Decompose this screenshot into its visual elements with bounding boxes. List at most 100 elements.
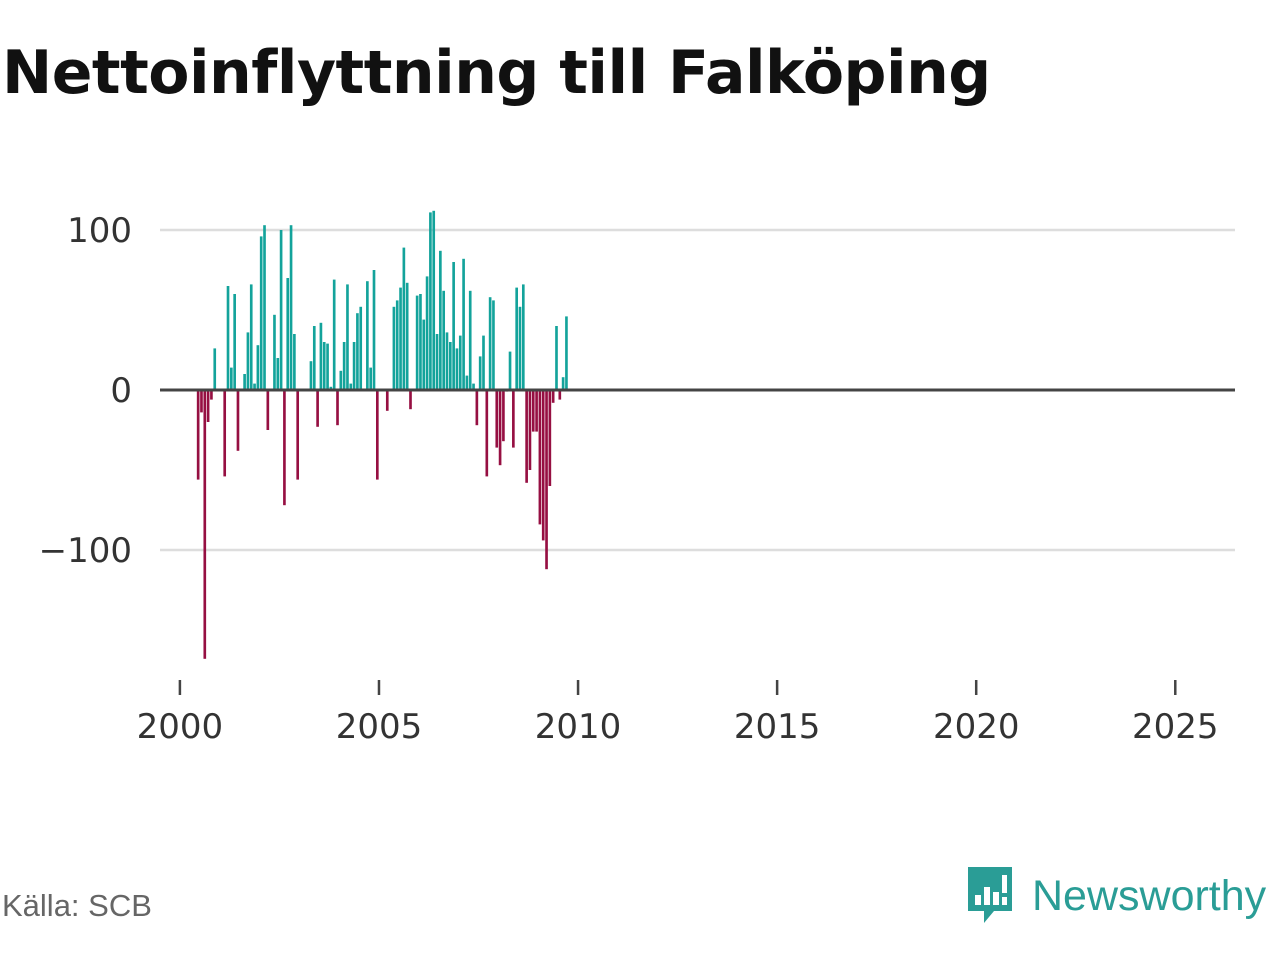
bar [478, 356, 482, 390]
bar [512, 390, 515, 448]
bar [276, 358, 280, 390]
bar [309, 361, 313, 390]
bar [518, 306, 522, 390]
axes: 100 0 −100 2000 2005 2010 2015 2020 2025 [39, 211, 1235, 747]
x-tick-label: 2005 [336, 707, 423, 747]
bar [256, 345, 260, 390]
bar [392, 306, 396, 390]
y-tick-label: 100 [67, 211, 132, 251]
bar [296, 390, 300, 480]
bar [409, 390, 412, 410]
bar [369, 367, 373, 390]
bar [279, 230, 283, 390]
bar [342, 342, 346, 390]
bar [432, 210, 436, 390]
bar [452, 262, 455, 390]
bar [442, 290, 446, 390]
x-tick-label: 2000 [137, 707, 224, 747]
bar [485, 390, 489, 477]
bar [233, 294, 236, 390]
bar [312, 326, 316, 390]
bar [236, 390, 240, 451]
bar [273, 314, 276, 390]
bar [259, 236, 263, 390]
bar [332, 279, 336, 390]
x-tick-label: 2010 [535, 707, 622, 747]
bar [555, 326, 558, 390]
bar [200, 390, 203, 413]
bar [515, 287, 519, 390]
bar [213, 348, 217, 390]
brand[interactable]: Newsworthy [964, 864, 1266, 928]
bar [415, 295, 419, 390]
bar [405, 282, 409, 390]
bar [465, 375, 469, 390]
bar [535, 390, 538, 432]
bar [521, 284, 525, 390]
bar [545, 390, 548, 570]
bar [359, 306, 363, 390]
bar [249, 284, 253, 390]
bar [492, 300, 495, 390]
bar [263, 225, 266, 390]
bar [243, 374, 246, 390]
bar [541, 390, 545, 541]
bar [226, 286, 230, 390]
bar [402, 247, 406, 390]
bar [319, 322, 323, 390]
bar [293, 334, 296, 390]
bar [462, 258, 465, 390]
bar [322, 342, 326, 390]
bar [528, 390, 532, 470]
source-note: Källa: SCB [2, 888, 152, 923]
bar [448, 342, 452, 390]
bar [286, 278, 290, 390]
bar [289, 225, 293, 390]
bar [196, 390, 200, 480]
bar [419, 294, 422, 390]
bar [482, 335, 485, 390]
bar [551, 390, 555, 403]
bar [210, 390, 213, 400]
bar [565, 316, 568, 390]
bar [339, 370, 343, 390]
bar [439, 250, 442, 390]
bar [253, 383, 256, 390]
bar [548, 390, 552, 486]
bar [223, 390, 227, 477]
bar [366, 281, 369, 390]
bar [475, 390, 479, 426]
bar [395, 300, 399, 390]
bar [349, 383, 353, 390]
y-tick-label: 0 [110, 371, 132, 411]
bar [246, 332, 250, 390]
bar [498, 390, 502, 466]
x-tick-label: 2025 [1132, 707, 1219, 747]
chart-title: Nettoinflyttning till Falköping [2, 38, 991, 108]
bar [525, 390, 528, 483]
bar [352, 342, 356, 390]
grid-lines [160, 228, 1235, 552]
bar [372, 270, 376, 390]
bar [375, 390, 379, 480]
bar [329, 386, 333, 390]
bar [558, 390, 562, 400]
bars [196, 210, 568, 659]
bar [346, 284, 349, 390]
bar [429, 212, 432, 390]
bar [455, 348, 459, 390]
y-tick-label: −100 [39, 531, 132, 571]
bar [336, 390, 339, 426]
newsworthy-logo-icon [968, 867, 1012, 923]
bar [230, 367, 233, 390]
x-tick-label: 2020 [933, 707, 1020, 747]
bar [531, 390, 535, 432]
bar [425, 276, 429, 390]
bar [422, 319, 426, 390]
bar [468, 290, 472, 390]
bar [203, 390, 207, 659]
bar [488, 297, 492, 390]
bar [495, 390, 499, 448]
bar [445, 332, 449, 390]
